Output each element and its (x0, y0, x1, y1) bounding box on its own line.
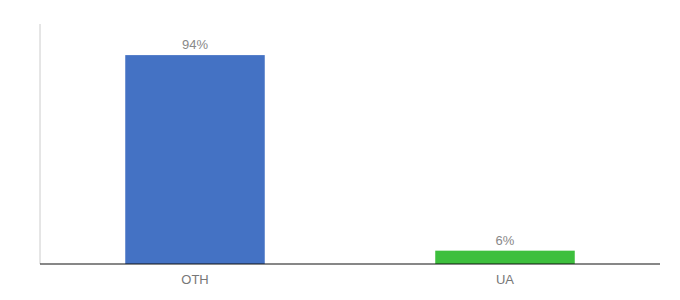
bar (125, 55, 265, 264)
x-axis-line (40, 263, 660, 264)
x-axis: OTH UA (40, 264, 660, 287)
chart: 94% 6% OTH UA (0, 0, 680, 300)
x-tick-label: OTH (181, 272, 208, 287)
bars (125, 55, 575, 264)
x-tick-label: UA (496, 272, 514, 287)
chart-container: 94% 6% OTH UA (0, 0, 680, 300)
y-axis-line (40, 24, 41, 264)
bar (435, 251, 575, 264)
data-labels: 94% 6% (182, 37, 515, 248)
data-label: 94% (182, 37, 208, 52)
data-label: 6% (496, 233, 515, 248)
